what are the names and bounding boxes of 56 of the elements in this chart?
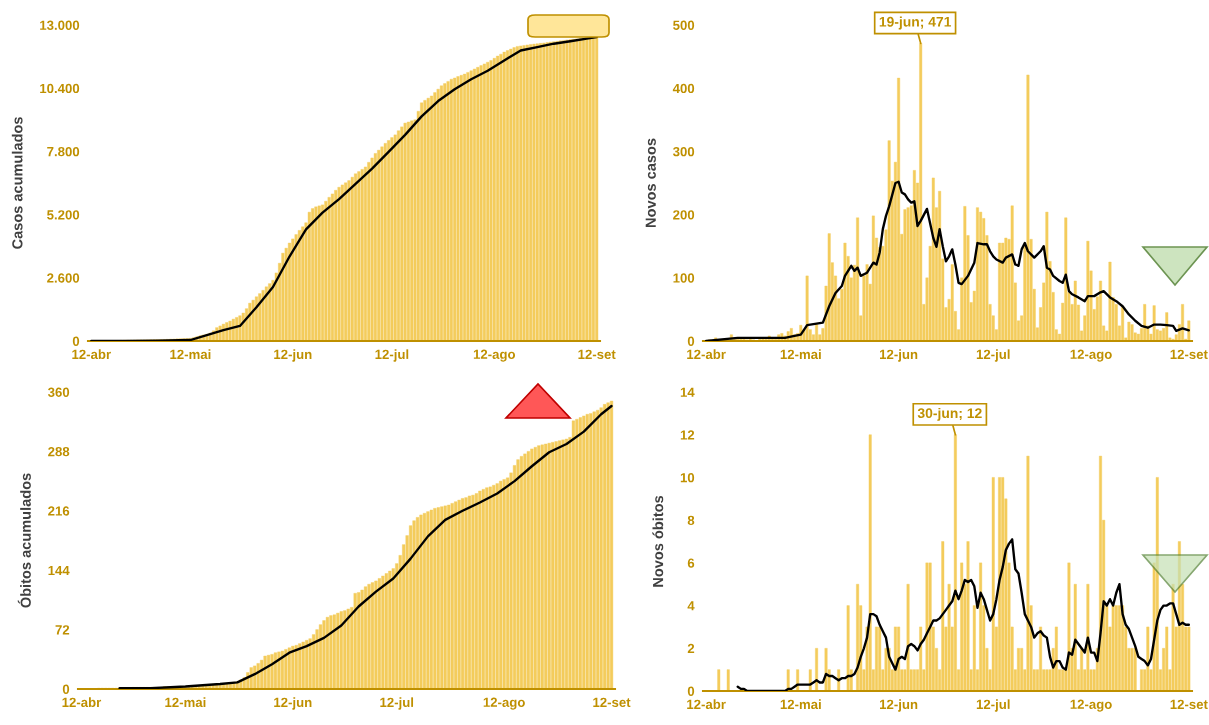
y-tick-label: 100 bbox=[673, 273, 695, 283]
x-tick-label: 12-abr bbox=[62, 697, 102, 708]
x-tick-label: 12-abr bbox=[687, 349, 726, 360]
y-tick-label: 288 bbox=[48, 446, 70, 457]
x-tick-label: 12-set bbox=[1170, 349, 1208, 360]
x-tick-label: 12-ago bbox=[1070, 699, 1112, 712]
y-tick-label: 0 bbox=[687, 686, 695, 696]
y-axis-title: Óbitos acumulados bbox=[17, 473, 31, 608]
y-tick-label: 12 bbox=[680, 430, 695, 440]
y-tick-label: 144 bbox=[48, 565, 70, 575]
y-tick-label: 7.800 bbox=[47, 146, 80, 157]
x-tick-label: 12-set bbox=[578, 349, 616, 360]
y-tick-label: 8 bbox=[687, 515, 695, 526]
y-tick-label: 500 bbox=[673, 20, 695, 30]
y-tick-label: 14 bbox=[680, 387, 695, 397]
annotation: 30-jun; 12 bbox=[917, 407, 982, 421]
x-tick-label: 12-mai bbox=[780, 349, 821, 360]
annotation: 19-jun; 471 bbox=[879, 16, 952, 30]
x-tick-label: 12-abr bbox=[72, 349, 111, 360]
y-tick-label: 200 bbox=[673, 210, 695, 220]
y-axis-title: Novos casos bbox=[645, 138, 656, 228]
y-tick-label: 5.200 bbox=[47, 210, 80, 220]
y-tick-label: 6 bbox=[687, 558, 695, 568]
x-tick-label: 12-set bbox=[593, 697, 631, 708]
x-tick-label: 12-jun bbox=[880, 349, 918, 362]
y-tick-label: 0 bbox=[687, 336, 695, 346]
x-tick-label: 12-abr bbox=[687, 699, 726, 710]
y-axis-title: Casos acumulados bbox=[11, 117, 23, 249]
x-tick-label: 12-mai bbox=[780, 699, 821, 710]
y-tick-label: 10 bbox=[680, 473, 695, 483]
y-tick-label: 72 bbox=[55, 625, 70, 635]
x-tick-label: 12-mai bbox=[165, 697, 206, 708]
x-tick-label: 12-mai bbox=[170, 349, 211, 360]
y-tick-label: 360 bbox=[47, 387, 70, 397]
x-tick-label: 12-ago bbox=[1070, 349, 1112, 362]
x-tick-label: 12-jul bbox=[976, 349, 1010, 362]
y-tick-label: 2 bbox=[687, 643, 695, 654]
x-tick-label: 12-ago bbox=[473, 349, 516, 362]
y-tick-label: 10.400 bbox=[40, 83, 80, 94]
y-tick-label: 2.600 bbox=[47, 273, 80, 283]
y-tick-label: 0 bbox=[62, 684, 70, 694]
y-tick-label: 400 bbox=[672, 83, 695, 94]
x-tick-label: 12-set bbox=[1170, 699, 1208, 710]
y-tick-label: 300 bbox=[672, 146, 695, 157]
y-tick-label: 13.000 bbox=[40, 20, 80, 30]
y-tick-label: 4 bbox=[687, 601, 695, 611]
y-axis-title: Novos óbitos bbox=[652, 495, 664, 587]
x-tick-label: 12-jun bbox=[274, 349, 312, 362]
x-tick-label: 12-ago bbox=[483, 697, 525, 710]
y-tick-label: 216 bbox=[48, 506, 70, 516]
y-tick-label: 0 bbox=[72, 336, 80, 346]
x-tick-label: 12-jul bbox=[375, 349, 409, 362]
x-tick-label: 12-jul bbox=[380, 697, 414, 710]
x-tick-label: 12-jun bbox=[274, 697, 312, 710]
x-tick-label: 12-jun bbox=[880, 699, 918, 712]
x-tick-label: 12-jul bbox=[976, 699, 1010, 712]
